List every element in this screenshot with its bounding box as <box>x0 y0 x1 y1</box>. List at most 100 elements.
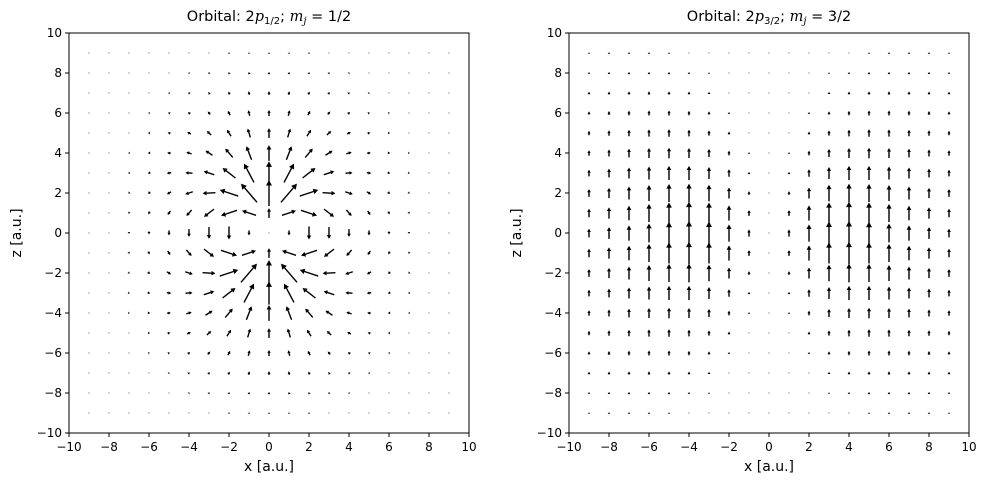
quiver-arrow <box>926 227 932 239</box>
x-tick-label: −6 <box>140 440 158 454</box>
quiver-arrow <box>327 91 330 95</box>
quiver-arrow <box>907 308 911 318</box>
quiver-arrow <box>667 391 671 395</box>
quiver-arrow <box>626 287 632 299</box>
quiver-arrow <box>347 112 351 115</box>
quiver-arrow <box>207 111 211 115</box>
quiver-arrow <box>647 412 651 414</box>
quiver-arrow <box>707 72 711 74</box>
quiver-arrow <box>304 148 313 158</box>
quiver-arrow <box>280 183 297 203</box>
y-tick-label: 6 <box>54 106 62 120</box>
quiver-arrow <box>827 330 831 336</box>
quiver-arrow <box>807 169 811 177</box>
quiver-arrow <box>827 392 831 394</box>
quiver-arrow <box>347 72 350 75</box>
quiver-arrow <box>606 247 612 259</box>
quiver-arrow <box>308 392 311 395</box>
quiver-arrow <box>907 391 911 395</box>
title-sep: ; <box>280 9 290 25</box>
quiver-arrow <box>847 72 851 74</box>
quiver-arrow <box>367 331 371 335</box>
title-mj-label: m <box>289 9 304 25</box>
x-tick-label: 6 <box>885 440 893 454</box>
quiver-arrow <box>686 221 692 245</box>
plot-title-right: Orbital: 2p3/2; mj = 3/2 <box>687 9 851 27</box>
quiver-arrow <box>867 110 871 116</box>
quiver-arrow <box>267 208 271 218</box>
quiver-arrow <box>667 350 671 356</box>
quiver-arrow <box>687 371 691 375</box>
quiver-arrow <box>806 187 812 199</box>
quiver-arrow <box>228 91 231 95</box>
quiver-arrow <box>307 412 311 414</box>
quiver-arrow <box>846 221 852 245</box>
quiver-arrow <box>787 152 791 154</box>
quiver-arrow <box>626 225 632 241</box>
quiver-arrow <box>147 151 151 155</box>
x-tick-label: 6 <box>385 440 393 454</box>
quiver-arrow <box>188 92 191 95</box>
quiver-arrow <box>222 288 236 299</box>
x-tick-label: −4 <box>680 440 698 454</box>
quiver-arrow <box>168 112 171 115</box>
quiver-arrow <box>166 191 172 195</box>
quiver-arrow <box>207 392 210 395</box>
quiver-arrow <box>827 149 831 157</box>
quiver-arrow <box>587 412 591 414</box>
quiver-arrow <box>267 128 271 138</box>
quiver-arrow <box>247 350 251 356</box>
quiver-arrow <box>266 145 272 161</box>
quiver-arrow <box>847 371 851 375</box>
quiver-arrow <box>148 131 151 135</box>
quiver-arrow <box>906 186 912 200</box>
quiver-arrow <box>606 187 612 199</box>
quiver-arrow <box>907 350 911 356</box>
quiver-arrow <box>747 250 751 256</box>
quiver-arrow <box>826 242 832 264</box>
axes-right: −10 −8 −6 −4 −2 0 2 4 6 8 10 10 8 6 4 2 0 −2 −4 −6 −8 −10 <box>537 26 977 454</box>
quiver-arrow <box>307 350 311 356</box>
quiver-arrow <box>627 91 631 95</box>
quiver-arrow <box>367 131 371 135</box>
quiver-arrow <box>847 392 851 394</box>
quiver-arrow <box>219 188 239 197</box>
quiver-arrow <box>647 308 651 318</box>
quiver-arrow <box>247 110 251 116</box>
quiver-arrow <box>128 151 130 155</box>
quiver-arrow <box>867 371 871 375</box>
quiver-arrow <box>408 251 411 254</box>
ticks: −10 −8 −6 −4 −2 0 2 4 6 8 10 10 8 6 4 2 0 −2 −4 −6 −8 −10 <box>37 26 477 454</box>
quiver-arrow <box>287 230 291 236</box>
quiver-arrow <box>927 371 931 375</box>
quiver-arrow <box>387 111 390 115</box>
quiver-arrow <box>208 72 211 75</box>
quiver-arrow <box>388 251 391 255</box>
quiver-arrow <box>407 171 410 174</box>
quiver-arrow <box>846 165 852 181</box>
quiver-arrow <box>706 184 712 202</box>
quiver-arrow <box>887 329 891 337</box>
quiver-arrow <box>827 111 831 115</box>
quiver-arrow <box>866 165 872 181</box>
quiver-arrow <box>281 249 297 256</box>
quiver-arrow <box>947 330 951 336</box>
quiver-arrow <box>286 328 292 338</box>
quiver-arrow <box>587 130 591 136</box>
quiver-arrow <box>266 305 272 321</box>
quiver-arrow <box>324 248 335 257</box>
quiver-arrow <box>207 351 211 355</box>
quiver-arrow <box>826 202 832 224</box>
quiver-arrow <box>188 72 191 75</box>
x-tick-label: 0 <box>765 440 773 454</box>
quiver-arrow <box>166 271 172 275</box>
quiver-arrow <box>926 247 932 259</box>
quiver-arrow <box>927 412 931 414</box>
quiver-arrow <box>707 330 711 336</box>
quiver-arrow <box>886 185 892 201</box>
quiver-arrow <box>947 52 951 54</box>
quiver-arrow <box>185 271 193 275</box>
quiver-arrow <box>148 211 151 215</box>
quiver-arrow <box>686 201 692 225</box>
quiver-arrow <box>666 263 672 283</box>
